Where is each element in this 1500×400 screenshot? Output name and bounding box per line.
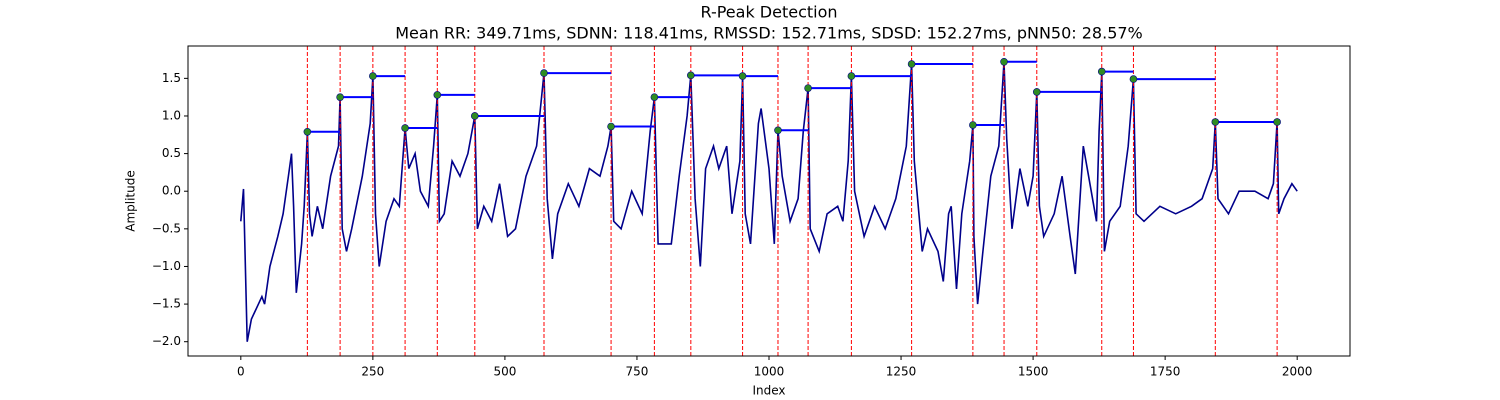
peak-point [738, 72, 747, 80]
peak-point [433, 91, 442, 99]
peak-point [540, 69, 548, 77]
peak-point [336, 93, 344, 101]
peak-point [303, 127, 312, 136]
y-tick-label: −2.0 [152, 334, 181, 348]
signal-line [240, 61, 1298, 342]
peak-point [969, 121, 977, 129]
x-tick-label: 1500 [1018, 365, 1049, 379]
x-axis-label: Index [752, 384, 785, 398]
x-tick-label: 750 [626, 365, 649, 379]
x-tick-label: 500 [493, 365, 516, 379]
y-tick-label: 1.0 [162, 108, 181, 122]
peak-point [401, 124, 409, 132]
plot-area [240, 46, 1298, 356]
peak-point [687, 71, 695, 80]
peak-point [1032, 88, 1041, 96]
peak-point [1273, 118, 1281, 126]
x-tick-label: 0 [237, 365, 245, 379]
peak-point [650, 93, 659, 101]
y-tick-label: −1.5 [152, 297, 181, 311]
y-tick-label: 0.0 [162, 184, 181, 198]
axes-frame [187, 45, 1351, 357]
chart-title: R-Peak Detection [700, 3, 837, 22]
x-tick-label: 250 [361, 365, 384, 379]
chart-subtitle: Mean RR: 349.71ms, SDNN: 118.41ms, RMSSD… [395, 24, 1143, 43]
peak-point [471, 112, 479, 120]
y-tick-label: −1.0 [152, 259, 181, 273]
y-tick-label: −0.5 [152, 221, 181, 235]
y-tick-label: 1.5 [162, 71, 181, 85]
x-tick-label: 1750 [1150, 365, 1181, 379]
x-tick-label: 1000 [754, 365, 785, 379]
peak-point [804, 84, 812, 92]
peak-point [1000, 58, 1008, 66]
peak-point [847, 72, 856, 80]
x-tick-label: 2000 [1282, 365, 1313, 379]
x-tick-label: 1250 [886, 365, 917, 379]
peak-point [607, 122, 615, 131]
y-tick-label: 0.5 [162, 146, 181, 160]
peak-point [1129, 75, 1138, 83]
peak-point [1211, 118, 1220, 126]
peak-point [907, 60, 916, 68]
peak-point [774, 126, 782, 135]
peak-point [369, 72, 377, 80]
y-axis-label: Amplitude [124, 170, 138, 232]
peak-point [1097, 67, 1106, 76]
